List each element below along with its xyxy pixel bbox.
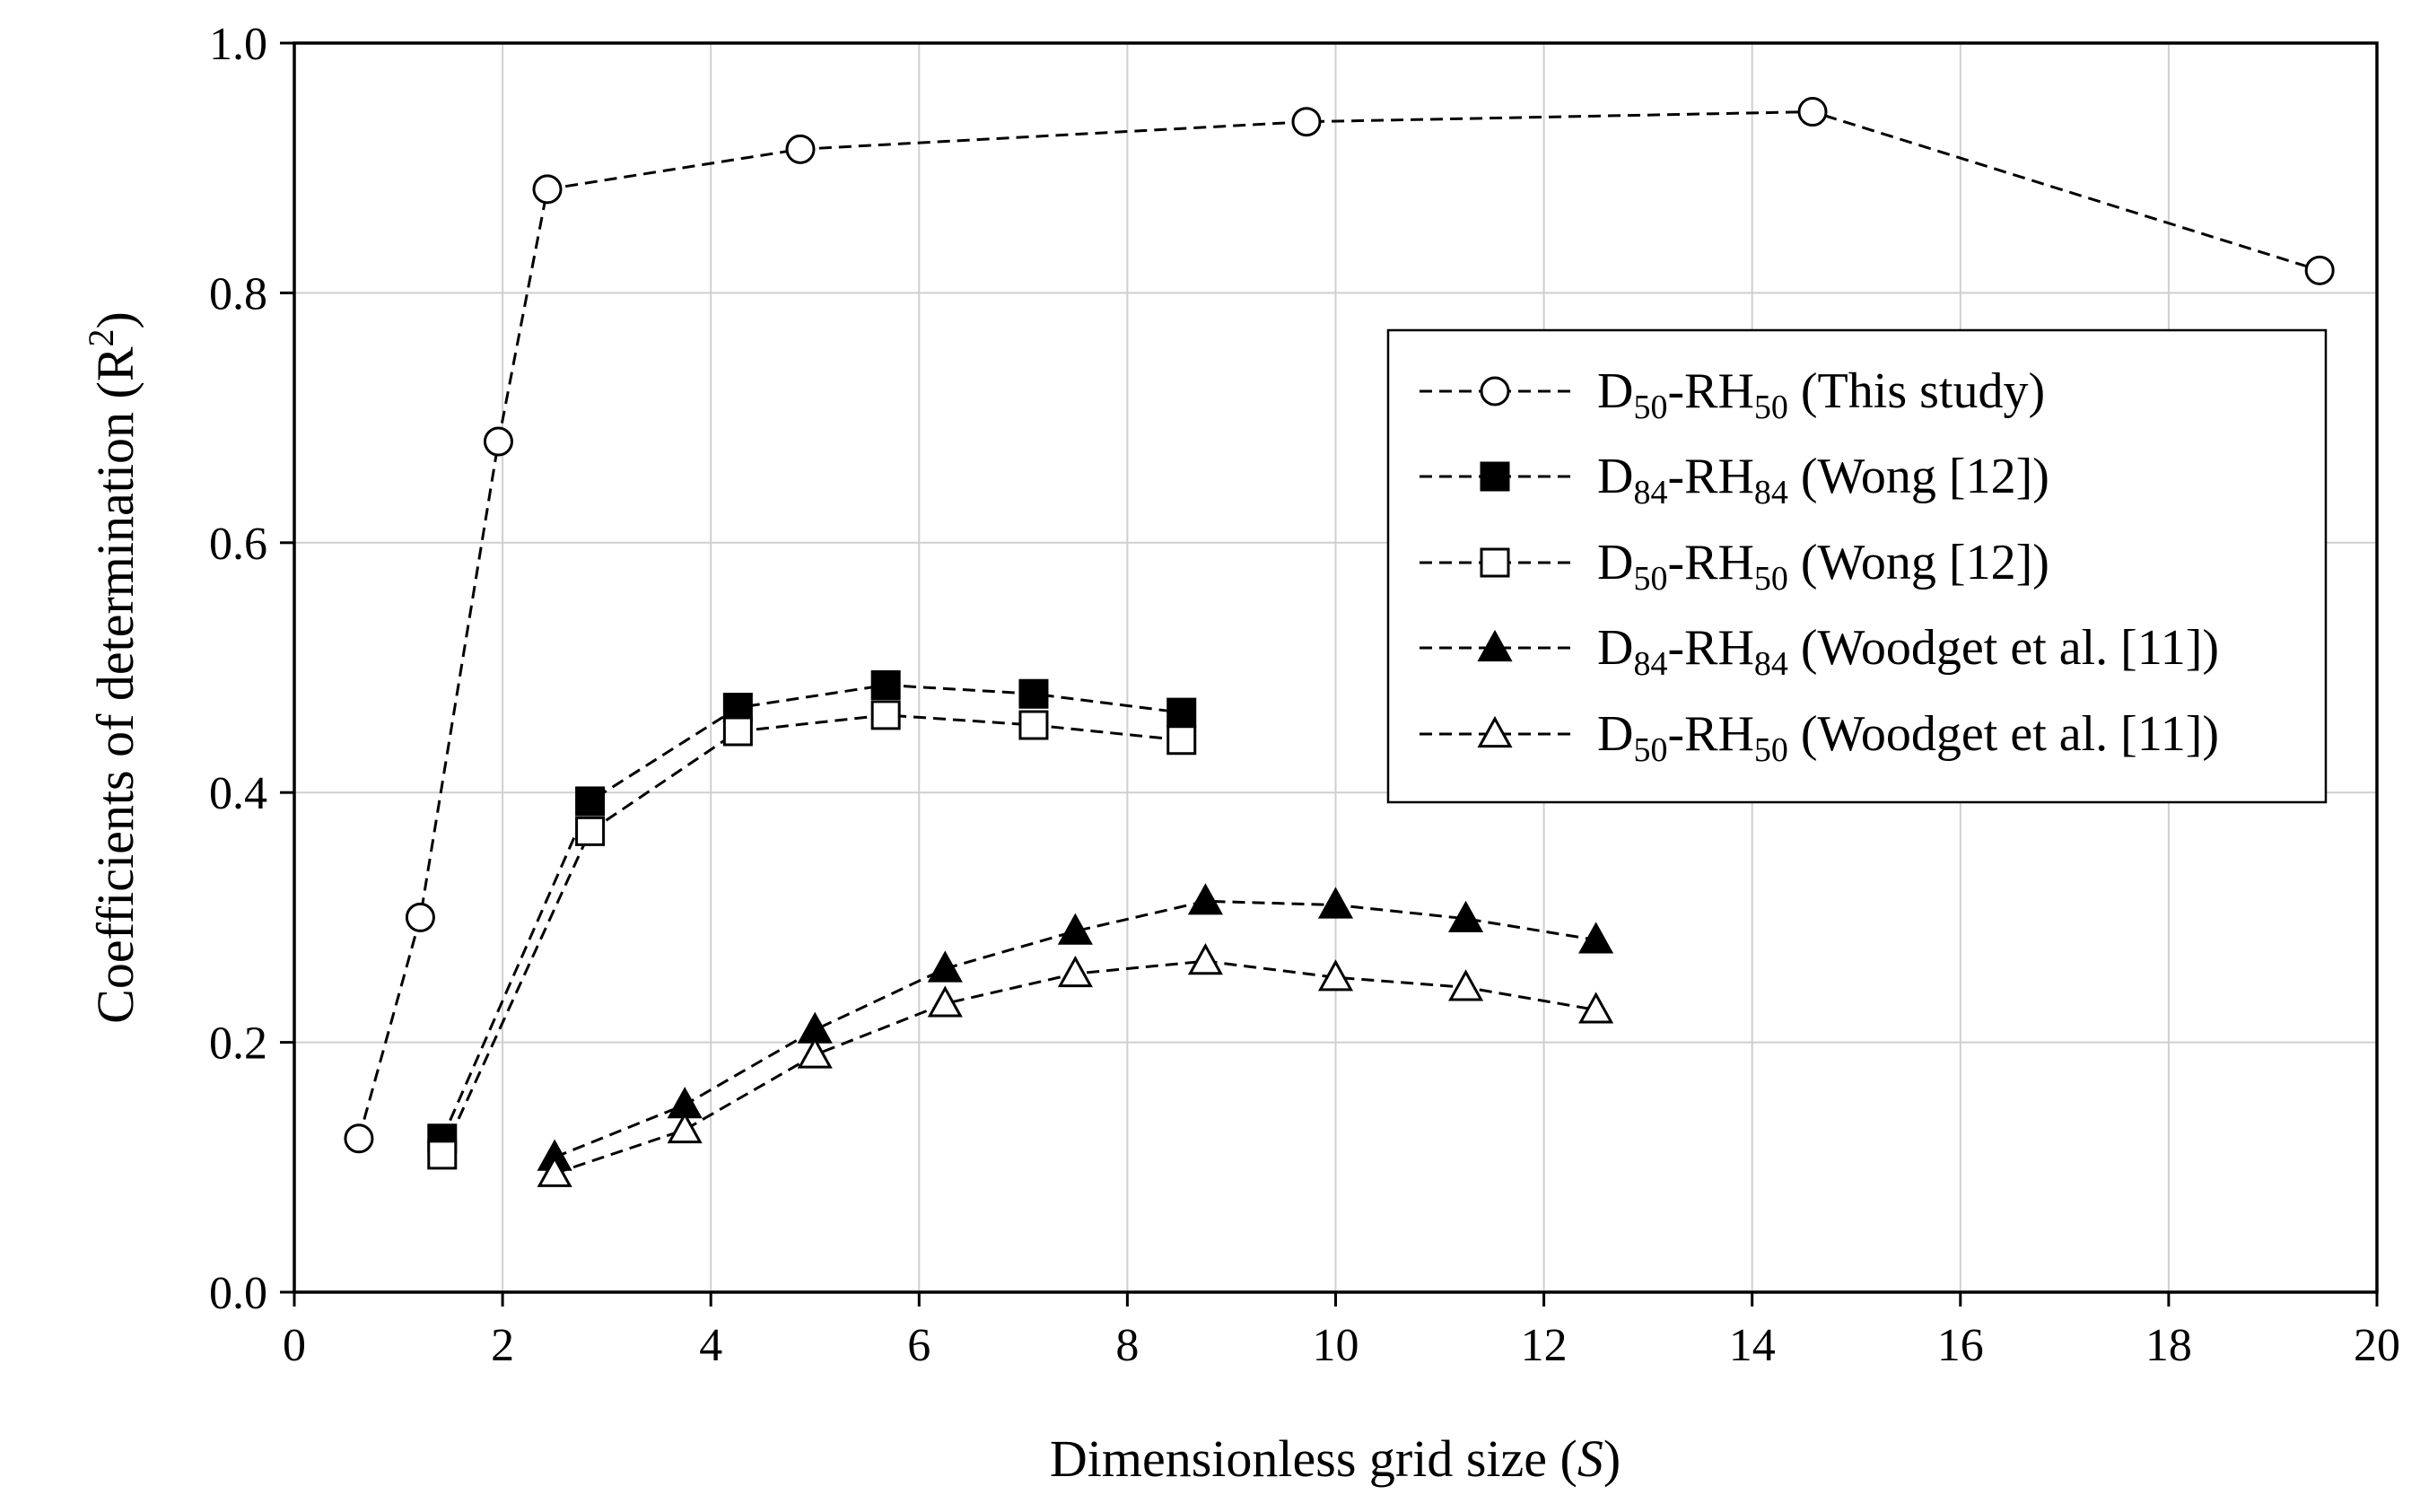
data-point	[785, 134, 816, 164]
data-point	[1317, 959, 1354, 992]
data-point	[1166, 697, 1197, 728]
legend-label: D50-RH50 (Woodget et al. [11])	[1597, 706, 2219, 769]
data-point	[1187, 943, 1223, 975]
axis-ticks: 0 2 4 6 8 10 12 14 16 18 20 0.0 0.2 0.4 0.6 0.8 1.0	[209, 19, 2400, 1371]
data-point	[1057, 955, 1093, 988]
data-point	[870, 700, 901, 730]
series-4	[537, 883, 1614, 1171]
data-point	[1291, 107, 1322, 137]
x-tick-label: 4	[699, 1320, 722, 1371]
series-line	[441, 713, 1182, 1156]
x-tick-label: 2	[491, 1320, 514, 1371]
x-axis-title: Dimensionless grid size (S)	[1050, 1429, 1621, 1488]
x-tick-label: 14	[1729, 1320, 1776, 1371]
data-point	[1317, 887, 1354, 919]
legend-item: D50-RH50 (Woodget et al. [11])	[1420, 706, 2219, 769]
legend-label: D50-RH50 (Wong [12])	[1597, 535, 2049, 598]
data-point	[1448, 969, 1484, 1001]
legend-items: D50-RH50 (This study) D84-RH84 (Wong [12]…	[1420, 363, 2219, 769]
y-axis-title-close: )	[86, 311, 144, 328]
x-tick-label: 10	[1313, 1320, 1359, 1371]
x-axis-title-main: Dimensionless grid size (	[1050, 1429, 1577, 1488]
series-5	[537, 943, 1614, 1187]
y-tick-label: 0.2	[209, 1018, 267, 1070]
series-line	[357, 110, 2320, 1140]
y-tick-label: 1.0	[209, 19, 267, 70]
data-point	[1166, 725, 1197, 756]
data-point	[427, 1140, 458, 1170]
legend-marker	[1480, 461, 1510, 492]
data-point	[575, 786, 606, 817]
data-point	[1018, 710, 1049, 740]
x-tick-label: 0	[283, 1320, 306, 1371]
legend-item: D84-RH84 (Wong [12])	[1420, 449, 2049, 511]
data-point	[405, 902, 435, 932]
series-3	[427, 700, 1197, 1170]
legend-label: D84-RH84 (Wong [12])	[1597, 449, 2049, 511]
x-axis-title-symbol: S	[1577, 1429, 1603, 1488]
y-axis-title-sup: 2	[81, 328, 121, 346]
data-point	[1018, 678, 1049, 709]
data-point	[1057, 913, 1093, 945]
data-point	[532, 174, 563, 205]
x-tick-label: 16	[1937, 1320, 1984, 1371]
data-point	[1448, 900, 1484, 932]
data-point	[927, 950, 963, 983]
legend-item: D50-RH50 (Wong [12])	[1420, 535, 2049, 598]
data-point	[1578, 922, 1614, 954]
y-tick-label: 0.8	[209, 268, 267, 319]
series-line	[441, 683, 1182, 1140]
data-point	[537, 1155, 572, 1187]
data-point	[1578, 992, 1614, 1024]
data-point	[2304, 255, 2335, 285]
data-point	[667, 1111, 703, 1144]
data-point	[1187, 883, 1223, 915]
series-1	[344, 97, 2335, 1154]
data-point	[483, 426, 513, 457]
data-point	[722, 716, 753, 747]
legend-label: D50-RH50 (This study)	[1597, 363, 2045, 426]
legend-marker	[1477, 715, 1513, 748]
x-tick-label: 6	[907, 1320, 930, 1371]
legend-marker	[1480, 376, 1510, 406]
data-point	[927, 985, 963, 1018]
legend-item: D84-RH84 (Woodget et al. [11])	[1420, 620, 2219, 683]
legend: D50-RH50 (This study) D84-RH84 (Wong [12]…	[1386, 328, 2328, 804]
legend-item: D50-RH50 (This study)	[1420, 363, 2045, 426]
x-tick-label: 12	[1521, 1320, 1568, 1371]
legend-marker	[1480, 547, 1510, 578]
x-axis-title-close: )	[1603, 1429, 1621, 1488]
y-tick-label: 0.0	[209, 1268, 267, 1319]
data-point	[870, 669, 901, 700]
y-tick-label: 0.6	[209, 519, 267, 570]
y-axis-title: Coefficients of determination (R2)	[81, 311, 144, 1024]
legend-label: D84-RH84 (Woodget et al. [11])	[1597, 620, 2219, 683]
y-tick-label: 0.4	[209, 768, 267, 819]
series-layer	[344, 97, 2335, 1187]
data-point	[797, 1036, 833, 1069]
data-point	[575, 816, 606, 846]
series-2	[427, 669, 1197, 1154]
y-axis-title-main: Coefficients of determination (R	[86, 346, 144, 1024]
data-point	[1797, 97, 1828, 127]
legend-marker	[1477, 629, 1513, 662]
x-tick-label: 20	[2354, 1320, 2400, 1371]
x-tick-label: 18	[2145, 1320, 2192, 1371]
data-point	[344, 1123, 374, 1154]
x-tick-label: 8	[1115, 1320, 1139, 1371]
legend-box	[1386, 328, 2328, 804]
